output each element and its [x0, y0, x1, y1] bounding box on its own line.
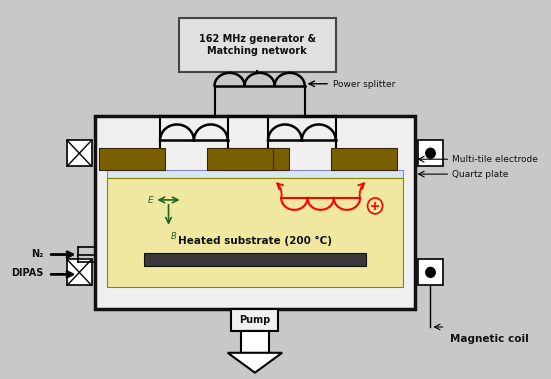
Bar: [241, 331, 269, 353]
Bar: [95, 116, 414, 309]
Polygon shape: [228, 353, 282, 373]
Bar: [106, 178, 403, 287]
Bar: [418, 140, 442, 166]
Bar: [144, 252, 366, 266]
Circle shape: [426, 268, 435, 277]
Text: Power splitter: Power splitter: [333, 80, 395, 89]
Bar: [99, 148, 165, 170]
Text: B: B: [170, 232, 176, 241]
FancyBboxPatch shape: [179, 18, 336, 72]
Bar: [231, 309, 278, 331]
Text: Heated substrate (200 °C): Heated substrate (200 °C): [178, 236, 332, 246]
Text: Magnetic coil: Magnetic coil: [450, 334, 529, 344]
Bar: [106, 170, 403, 178]
Bar: [67, 260, 91, 285]
Circle shape: [426, 148, 435, 158]
Text: DIPAS: DIPAS: [11, 268, 44, 279]
Text: Pump: Pump: [239, 315, 271, 325]
Text: Multi-tile electrode: Multi-tile electrode: [452, 155, 538, 164]
Bar: [207, 148, 273, 170]
Bar: [67, 140, 91, 166]
Bar: [223, 148, 289, 170]
Text: E: E: [148, 196, 154, 205]
Text: Quartz plate: Quartz plate: [452, 170, 509, 179]
Bar: [418, 260, 442, 285]
Bar: [331, 148, 397, 170]
Text: 162 MHz generator &
Matching network: 162 MHz generator & Matching network: [199, 34, 316, 56]
Text: N₂: N₂: [31, 249, 44, 258]
